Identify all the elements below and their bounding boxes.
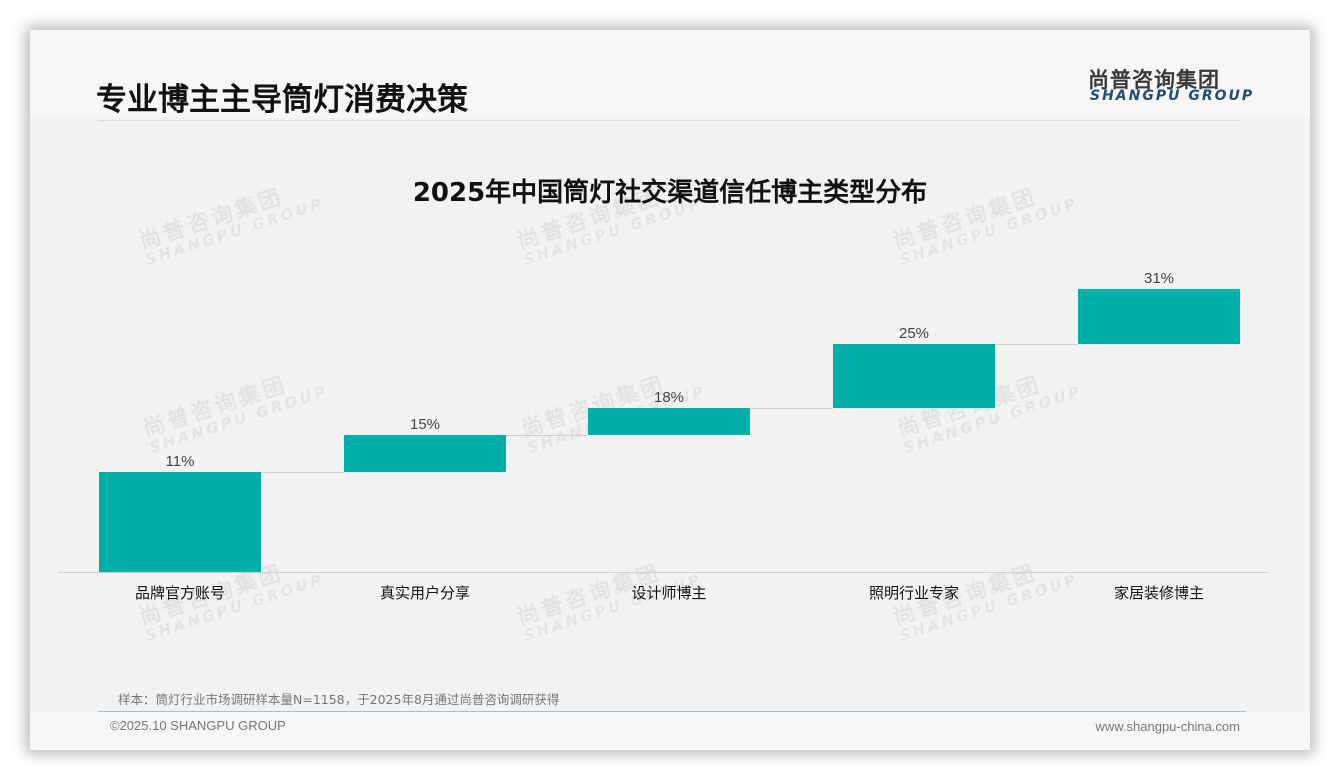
bar-value-label: 11% [165,452,195,470]
footer-band [30,712,1310,750]
bar [833,343,995,408]
bar-value-label: 18% [653,388,685,406]
bar [1078,289,1240,344]
bar [99,471,261,572]
x-axis-line [58,572,1268,573]
category-label: 真实用户分享 [379,584,470,602]
category-label: 照明行业专家 [868,584,959,602]
connector-line [506,435,588,437]
connector-line [750,407,833,409]
bar-value-label: 25% [898,324,930,342]
slide: 专业博主主导筒灯消费决策 尚普咨询集团 SHANGPU GROUP 尚普咨询集团… [30,30,1310,750]
connector-line [261,471,344,473]
company-logo-en: SHANGPU GROUP [1090,88,1255,104]
bar [344,435,506,472]
sample-note: 样本：筒灯行业市场调研样本量N=1158，于2025年8月通过尚普咨询调研获得 [118,692,560,707]
category-label: 设计师博主 [631,584,707,602]
copyright-text: ©2025.10 SHANGPU GROUP [110,718,286,733]
title-divider [98,120,1240,121]
category-label: 家居装修博主 [1113,584,1204,602]
connector-line [995,343,1078,345]
bar [588,407,750,436]
website-link[interactable]: www.shangpu-china.com [1095,719,1240,734]
bar-value-label: 31% [1143,270,1175,287]
chart-title: 2025年中国筒灯社交渠道信任博主类型分布 [412,178,928,208]
category-label: 品牌官方账号 [134,584,225,602]
page-title: 专业博主主导筒灯消费决策 [96,82,468,118]
company-logo-cn: 尚普咨询集团 [1088,68,1220,92]
header-band [30,30,1310,118]
footer-divider [98,711,1246,712]
bar-value-label: 15% [409,416,441,434]
